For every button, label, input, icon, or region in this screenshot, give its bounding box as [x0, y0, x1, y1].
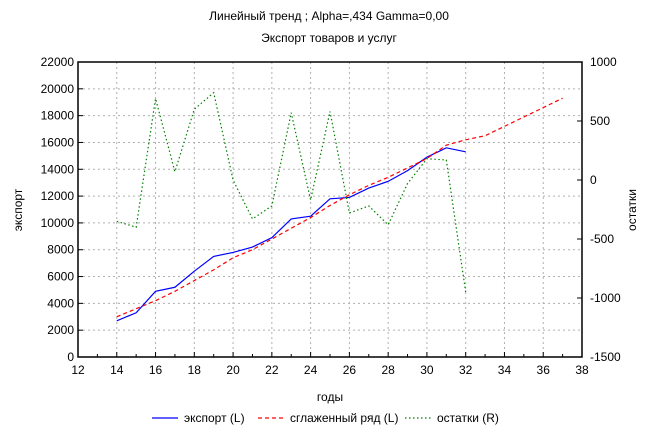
y-tick-label: 14000 [41, 162, 75, 176]
y-tick-label: 4000 [47, 296, 74, 310]
x-tick-label: 34 [498, 363, 512, 377]
chart-subtitle: Экспорт товаров и услуг [261, 31, 397, 45]
x-axis-label: годы [317, 390, 343, 404]
y-tick-label: 0 [67, 350, 74, 364]
x-tick-label: 22 [265, 363, 279, 377]
x-tick-label: 36 [537, 363, 551, 377]
y-tick-label: 8000 [47, 243, 74, 257]
legend-entry: сглаженный ряд (L) [290, 411, 398, 425]
series-line-1 [116, 147, 466, 322]
y-tick-label: 2000 [47, 323, 74, 337]
x-tick-label: 14 [110, 363, 124, 377]
x-tick-label: 30 [420, 363, 434, 377]
x-tick-label: 24 [304, 363, 318, 377]
x-tick-label: 38 [575, 363, 589, 377]
y-tick-label: 6000 [47, 270, 74, 284]
y-right-tick-label: 0 [590, 173, 597, 187]
y-tick-label: 12000 [41, 189, 75, 203]
y-tick-label: 22000 [41, 55, 75, 69]
x-tick-label: 16 [149, 363, 163, 377]
y-right-tick-label: 1000 [590, 55, 617, 69]
chart-title: Линейный тренд ; Alpha=,434 Gamma=0,00 [209, 9, 449, 23]
series-line-2 [116, 97, 563, 318]
x-tick-label: 28 [381, 363, 395, 377]
legend-entry: экспорт (L) [184, 411, 245, 425]
y-axis-right-label: остатки [625, 189, 639, 231]
x-tick-label: 18 [188, 363, 202, 377]
y-axis-label: экспорт [11, 188, 25, 231]
x-tick-label: 32 [459, 363, 473, 377]
y-tick-label: 16000 [41, 135, 75, 149]
y-right-tick-label: -500 [590, 232, 614, 246]
y-right-tick-label: -1000 [590, 291, 621, 305]
y-right-tick-label: 500 [590, 114, 610, 128]
series-line-3 [116, 91, 467, 293]
y-tick-label: 20000 [41, 82, 75, 96]
x-tick-label: 26 [343, 363, 357, 377]
y-tick-label: 18000 [41, 109, 75, 123]
plot-frame [77, 61, 583, 358]
x-tick-label: 12 [71, 363, 85, 377]
x-tick-label: 20 [226, 363, 240, 377]
y-tick-label: 10000 [41, 216, 75, 230]
y-right-tick-label: -1500 [590, 350, 621, 364]
legend-entry: остатки (R) [437, 411, 499, 425]
